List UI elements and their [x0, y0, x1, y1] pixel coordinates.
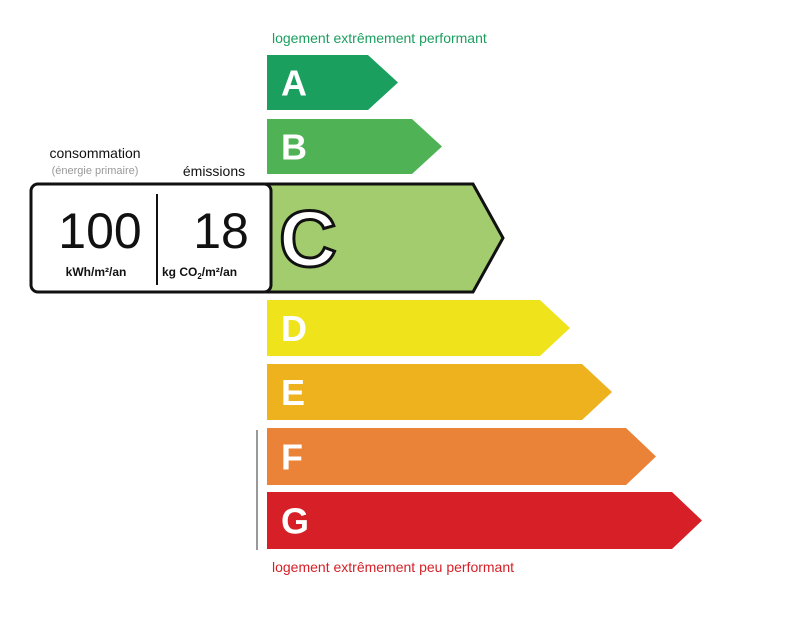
class-bar-b — [267, 119, 442, 174]
class-bar-a — [267, 55, 398, 110]
class-letter-a: A — [281, 63, 307, 104]
consumption-subtitle: (énergie primaire) — [52, 165, 139, 177]
consumption-title: consommation — [49, 145, 140, 161]
class-bar-f — [267, 428, 656, 485]
emissions-unit-sub: 2 — [197, 272, 202, 281]
emissions-value: 18 — [193, 203, 249, 259]
class-letter-d: D — [281, 308, 307, 349]
consumption-value: 100 — [58, 203, 141, 259]
consumption-unit: kWh/m²/an — [66, 265, 127, 279]
bottom-label: logement extrêmement peu performant — [272, 559, 514, 575]
emissions-unit-prefix: kg CO — [162, 265, 197, 279]
class-letter-b: B — [281, 127, 307, 168]
class-bar-g — [267, 492, 702, 549]
class-letter-e: E — [281, 372, 305, 413]
value-box — [29, 182, 273, 294]
emissions-title: émissions — [183, 163, 245, 179]
emissions-unit: kg CO2/m²/an — [162, 265, 237, 281]
emissions-unit-suffix: /m²/an — [202, 265, 237, 279]
top-label: logement extrêmement performant — [272, 30, 487, 46]
class-letter-f: F — [281, 437, 303, 478]
class-letter-c: C — [279, 194, 337, 283]
class-letter-g: G — [281, 501, 309, 542]
class-bar-e — [267, 364, 612, 420]
class-bar-d — [267, 300, 570, 356]
